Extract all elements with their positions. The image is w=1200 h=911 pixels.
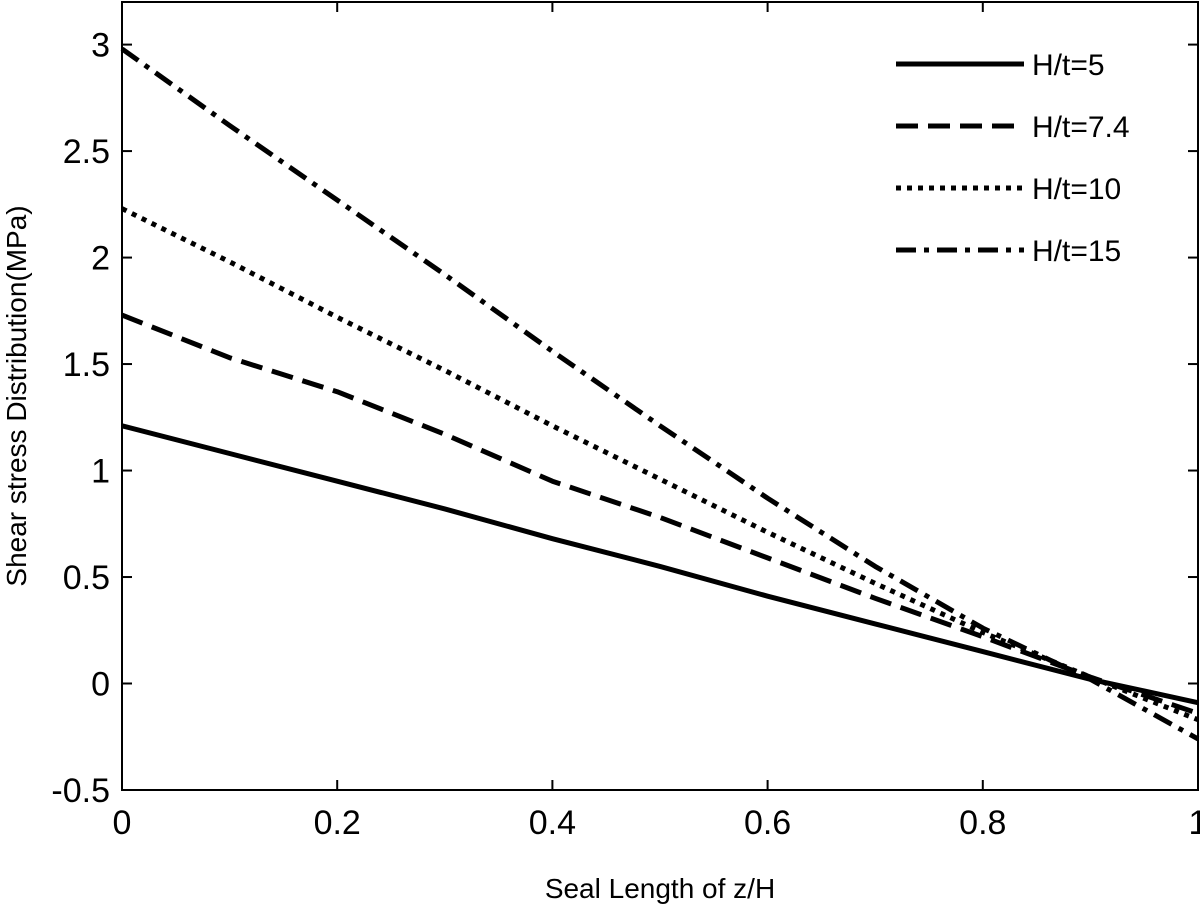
x-tick-label: 0 <box>113 804 132 842</box>
x-tick-label: 0.4 <box>529 804 576 842</box>
y-tick-label: 2.5 <box>63 133 110 171</box>
y-axis-label: Shear stress Distribution(MPa) <box>1 205 32 586</box>
series-line-3 <box>120 206 1199 723</box>
y-tick-label: 0.5 <box>63 559 110 597</box>
y-tick-label: 0 <box>91 666 110 704</box>
y-tick-label: -0.5 <box>51 772 110 810</box>
legend-label-2: H/t=7.4 <box>1032 111 1130 144</box>
y-tick-label: 1 <box>91 453 110 491</box>
x-axis-label: Seal Length of z/H <box>545 873 775 904</box>
x-tick-label: 1 <box>1189 804 1200 842</box>
series-line-1 <box>121 423 1199 706</box>
x-tick-label: 0.2 <box>314 804 361 842</box>
y-tick-label: 2 <box>91 240 110 278</box>
plot-area-frame <box>121 1 1199 791</box>
x-tick-label: 0.8 <box>959 804 1006 842</box>
y-tick-label: 3 <box>91 27 110 65</box>
x-tick-label: 0.6 <box>744 804 791 842</box>
axis-ticks: 0 0.2 0.4 0.6 0.8 1-0.500.511.522.53 <box>51 2 1200 842</box>
data-series <box>120 46 1200 742</box>
legend-label-1: H/t=5 <box>1032 49 1105 82</box>
legend-label-4: H/t=15 <box>1032 235 1121 268</box>
series-line-4 <box>120 46 1200 742</box>
y-tick-label: 1.5 <box>63 346 110 384</box>
legend: H/t=5 H/t=7.4 H/t=10 H/t=15 <box>896 49 1130 268</box>
legend-label-3: H/t=10 <box>1032 173 1121 206</box>
